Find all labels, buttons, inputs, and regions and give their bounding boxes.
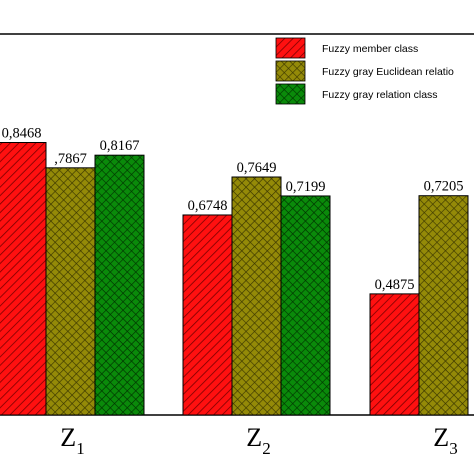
legend-label-series-3: Fuzzy gray relation class (322, 89, 438, 101)
x-axis-ticks: Z1 Z2 Z3 (60, 423, 457, 458)
x-tick-label-z3: Z3 (433, 423, 457, 458)
data-label-series-2-z3: 0,7205 (424, 179, 464, 195)
legend: Fuzzy member class Fuzzy gray Euclidean … (275, 37, 454, 105)
bar-series-3-z1 (94, 154, 145, 416)
bar-series-3-z2 (280, 195, 331, 416)
legend-label-series-2: Fuzzy gray Euclidean relatio (322, 66, 454, 78)
data-label-series-1-z1: 0,8468 (2, 126, 42, 142)
legend-swatch-series-2 (275, 60, 306, 82)
x-tick-label-z2: Z2 (246, 423, 270, 458)
x-tick-label-z1: Z1 (60, 423, 84, 458)
data-label-series-2-z1: ,7867 (54, 151, 87, 167)
bar-series-2-z1 (45, 167, 96, 416)
data-label-series-2-z2: 0,7649 (237, 160, 277, 176)
bar-series-2-z2 (231, 176, 282, 416)
bar-series-1-z3 (369, 293, 420, 416)
bar-series-1-z2 (182, 214, 233, 416)
data-label-series-3-z1: 0,8167 (100, 138, 140, 154)
bar-series-1-z1 (0, 142, 47, 416)
data-label-series-3-z2: 0,7199 (286, 179, 326, 195)
bars-layer (0, 142, 469, 416)
data-label-series-1-z3: 0,4875 (375, 277, 415, 293)
legend-swatch-series-3 (275, 83, 306, 105)
legend-swatch-series-1 (275, 37, 306, 59)
bar-series-2-z3 (418, 195, 469, 416)
data-labels-layer: 0,8468 ,7867 0,8167 0,6748 0,7649 0,7199 0,487… (2, 126, 464, 293)
legend-label-series-1: Fuzzy member class (322, 43, 418, 55)
data-label-series-1-z2: 0,6748 (188, 198, 228, 214)
